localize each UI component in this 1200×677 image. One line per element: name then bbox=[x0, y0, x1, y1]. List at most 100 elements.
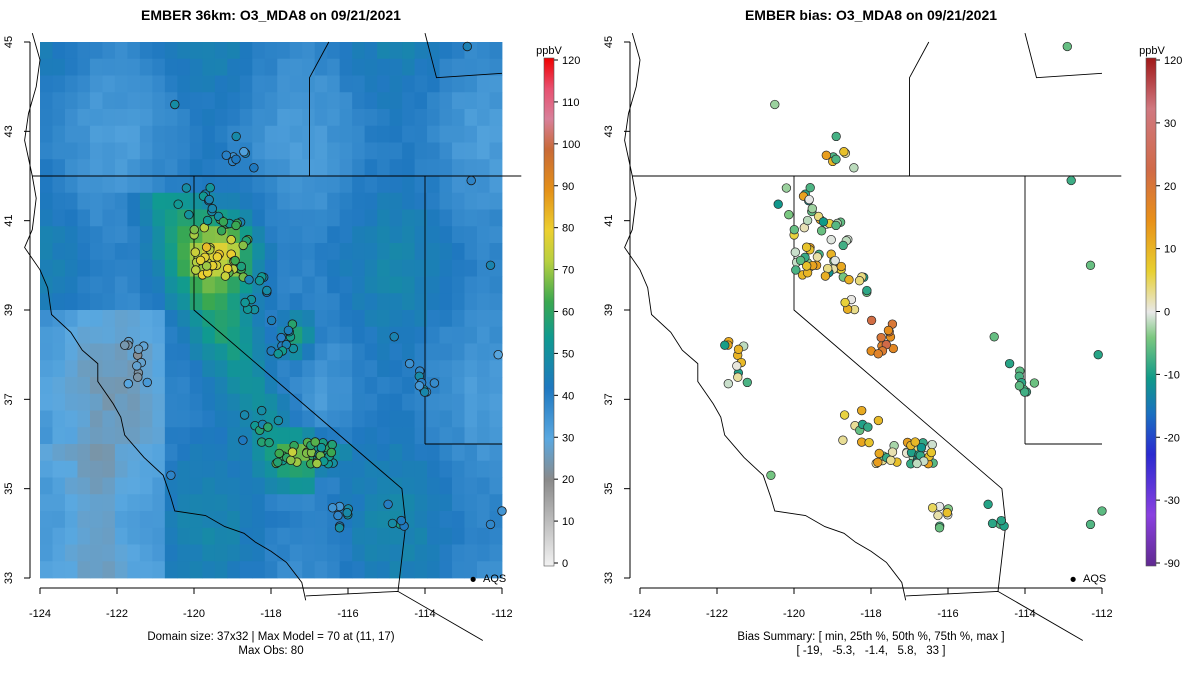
heatmap-cell bbox=[314, 310, 328, 328]
heatmap-cell bbox=[239, 75, 253, 93]
station-point bbox=[387, 518, 398, 529]
colorbar-tick-label: 0 bbox=[562, 558, 568, 570]
heatmap-cell bbox=[127, 42, 141, 60]
heatmap-cell bbox=[427, 293, 440, 311]
x-tick-label: -114 bbox=[414, 608, 435, 620]
heatmap-cell bbox=[339, 360, 353, 378]
heatmap-cell bbox=[40, 410, 53, 428]
heatmap-cell bbox=[177, 276, 191, 294]
heatmap-cell bbox=[152, 243, 166, 261]
heatmap-cell bbox=[289, 477, 303, 495]
station-point bbox=[1014, 381, 1025, 391]
heatmap-cell bbox=[289, 561, 303, 579]
heatmap-cell bbox=[77, 209, 91, 227]
station-point bbox=[818, 217, 829, 227]
state-border bbox=[424, 32, 503, 79]
heatmap-cell bbox=[314, 377, 328, 395]
heatmap-cell bbox=[427, 259, 440, 277]
heatmap-cell bbox=[77, 360, 91, 378]
heatmap-cell bbox=[364, 192, 378, 210]
station-point bbox=[230, 255, 240, 266]
heatmap-cell bbox=[389, 360, 403, 378]
heatmap-cell bbox=[377, 42, 391, 60]
station-point bbox=[218, 217, 229, 227]
heatmap-cell bbox=[389, 209, 403, 227]
heatmap-cell bbox=[64, 125, 78, 143]
heatmap-cell bbox=[477, 293, 490, 311]
station-point bbox=[816, 226, 827, 236]
heatmap-cell bbox=[289, 276, 303, 294]
heatmap-cell bbox=[189, 58, 203, 76]
heatmap-cell bbox=[414, 226, 428, 244]
heatmap-cell bbox=[277, 192, 291, 210]
heatmap-cell bbox=[452, 209, 465, 227]
x-tick-label: -124 bbox=[29, 608, 51, 620]
station-point bbox=[274, 448, 284, 459]
heatmap-cell bbox=[127, 176, 141, 194]
heatmap-cell bbox=[77, 226, 91, 244]
heatmap-cell bbox=[152, 75, 166, 93]
heatmap-cell bbox=[489, 192, 503, 210]
heatmap-cell bbox=[164, 276, 178, 294]
heatmap-cell bbox=[139, 511, 153, 529]
colorbar-tick-label: 30 bbox=[562, 432, 574, 444]
heatmap-cell bbox=[52, 460, 66, 478]
heatmap-cell bbox=[302, 226, 316, 244]
heatmap-cell bbox=[40, 159, 53, 177]
heatmap-cell bbox=[214, 75, 228, 93]
heatmap-cell bbox=[52, 109, 66, 127]
heatmap-cell bbox=[189, 125, 203, 143]
heatmap-cell bbox=[277, 477, 291, 495]
heatmap-cell bbox=[439, 360, 453, 378]
heatmap-cell bbox=[214, 561, 228, 579]
heatmap-cell bbox=[177, 310, 191, 328]
heatmap-cell bbox=[264, 142, 278, 160]
heatmap-cell bbox=[364, 75, 378, 93]
heatmap-cell bbox=[102, 393, 116, 411]
station-point bbox=[190, 247, 201, 257]
heatmap-cell bbox=[214, 310, 228, 328]
colorbar-tick-label: 120 bbox=[562, 55, 580, 67]
heatmap-cell bbox=[327, 159, 341, 177]
heatmap-cell bbox=[164, 410, 178, 428]
x-tick-label: -116 bbox=[937, 608, 958, 620]
station-point bbox=[1097, 506, 1107, 516]
heatmap-cell bbox=[389, 527, 403, 545]
heatmap-cell bbox=[314, 159, 328, 177]
heatmap-cell bbox=[40, 511, 53, 529]
heatmap-cell bbox=[327, 58, 341, 76]
heatmap-cell bbox=[177, 159, 191, 177]
state-border bbox=[905, 590, 1084, 641]
heatmap-cell bbox=[102, 176, 116, 194]
heatmap-cell bbox=[364, 561, 378, 579]
heatmap-cell bbox=[302, 259, 316, 277]
heatmap-cell bbox=[152, 427, 166, 445]
heatmap-cell bbox=[177, 527, 191, 545]
heatmap-cell bbox=[189, 527, 203, 545]
heatmap-cell bbox=[314, 192, 328, 210]
heatmap-cell bbox=[364, 276, 378, 294]
bias-colorbar bbox=[1145, 57, 1157, 567]
station-point bbox=[910, 437, 920, 447]
heatmap-cell bbox=[52, 259, 66, 277]
heatmap-cell bbox=[389, 192, 403, 210]
heatmap-cell bbox=[452, 92, 465, 110]
heatmap-cell bbox=[277, 544, 291, 562]
heatmap-cell bbox=[414, 310, 428, 328]
heatmap-cell bbox=[77, 527, 91, 545]
heatmap-cell bbox=[464, 561, 478, 579]
heatmap-cell bbox=[189, 109, 203, 127]
heatmap-cell bbox=[64, 58, 78, 76]
heatmap-cell bbox=[477, 494, 490, 512]
heatmap-cell bbox=[439, 142, 453, 160]
heatmap-cell bbox=[439, 293, 453, 311]
heatmap-cell bbox=[102, 343, 116, 361]
heatmap-cell bbox=[452, 460, 465, 478]
heatmap-cell bbox=[177, 142, 191, 160]
heatmap-cell bbox=[264, 226, 278, 244]
heatmap-cell bbox=[277, 310, 291, 328]
heatmap-cell bbox=[214, 92, 228, 110]
heatmap-cell bbox=[414, 109, 428, 127]
heatmap-cell bbox=[427, 142, 440, 160]
heatmap-cell bbox=[352, 159, 366, 177]
